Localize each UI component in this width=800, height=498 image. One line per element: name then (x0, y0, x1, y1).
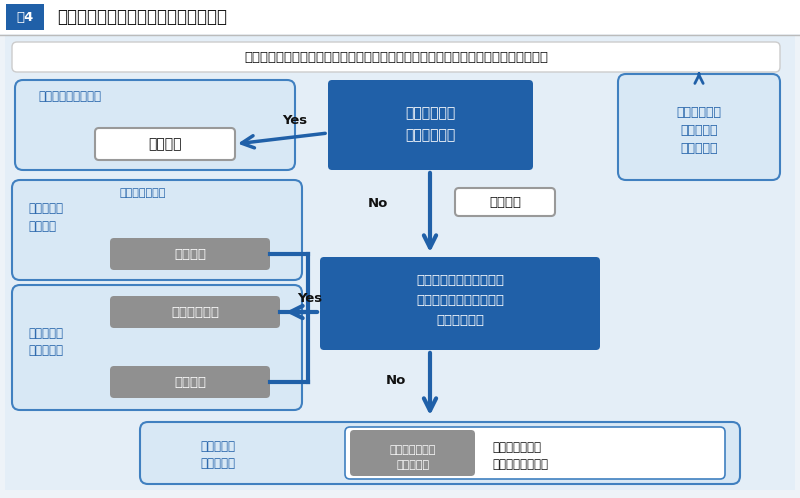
Text: 臨床研究法: 臨床研究法 (28, 327, 63, 340)
Text: 既存試料のみを: 既存試料のみを (390, 445, 436, 455)
Bar (6, 4, 44, 30)
Text: 臨床研究法: 臨床研究法 (28, 202, 63, 215)
Text: 前向き観察研究: 前向き観察研究 (492, 441, 541, 454)
Text: 含まれない: 含まれない (680, 141, 718, 154)
Text: 前向き観察研究: 前向き観察研究 (120, 188, 166, 198)
FancyBboxPatch shape (12, 285, 302, 410)
FancyBboxPatch shape (12, 42, 780, 72)
Text: 軽微侵襲あり: 軽微侵襲あり (171, 305, 219, 319)
Text: 収集するか？: 収集するか？ (436, 314, 484, 327)
FancyBboxPatch shape (455, 188, 555, 216)
Text: 侵襲あり: 侵襲あり (174, 248, 206, 260)
Text: 観察研究: 観察研究 (489, 196, 521, 209)
FancyBboxPatch shape (95, 128, 235, 160)
Text: Yes: Yes (282, 114, 307, 126)
Text: 人を対象に医薬品・医療機器・診断薬などの効果・安全性の評価をする研究において: 人を対象に医薬品・医療機器・診断薬などの効果・安全性の評価をする研究において (244, 50, 548, 64)
Text: 適用する: 適用する (28, 220, 56, 233)
FancyBboxPatch shape (140, 422, 740, 484)
Text: 手術・手技の: 手術・手技の (677, 106, 722, 119)
Text: 研究者が関与: 研究者が関与 (405, 128, 455, 142)
Text: 臨床研究法を踏まえた臨床研究の分類: 臨床研究法を踏まえた臨床研究の分類 (57, 8, 227, 26)
FancyBboxPatch shape (110, 238, 270, 270)
Text: Yes: Yes (298, 291, 322, 304)
FancyBboxPatch shape (618, 74, 780, 180)
Text: No: No (368, 197, 388, 210)
FancyBboxPatch shape (110, 296, 280, 328)
Text: 臨床研究法適用する: 臨床研究法適用する (38, 90, 101, 103)
FancyBboxPatch shape (110, 366, 270, 398)
Text: 侵襲なし: 侵襲なし (174, 375, 206, 388)
Text: 介入研究: 介入研究 (148, 137, 182, 151)
FancyBboxPatch shape (350, 430, 475, 476)
FancyBboxPatch shape (12, 180, 302, 280)
Text: No: No (386, 374, 406, 386)
Text: 臨床研究法: 臨床研究法 (200, 440, 235, 453)
Text: 臨床研究は: 臨床研究は (680, 124, 718, 136)
Text: 適用しない: 適用しない (200, 457, 235, 470)
Text: 用いた研究: 用いた研究 (397, 460, 430, 470)
Text: 治療の選択に: 治療の選択に (405, 106, 455, 120)
Text: 適用しない: 適用しない (28, 344, 63, 357)
FancyBboxPatch shape (320, 257, 600, 350)
FancyBboxPatch shape (345, 427, 725, 479)
Text: 後ろ向き観察研究: 後ろ向き観察研究 (492, 458, 548, 471)
FancyBboxPatch shape (328, 80, 533, 170)
Text: 図4: 図4 (16, 10, 34, 23)
FancyBboxPatch shape (15, 80, 295, 170)
Text: 日常診療の範囲を超えて: 日常診療の範囲を超えて (416, 293, 504, 306)
Text: 研究に使用するデータは: 研究に使用するデータは (416, 273, 504, 286)
Bar (0, 0, 800, 34)
